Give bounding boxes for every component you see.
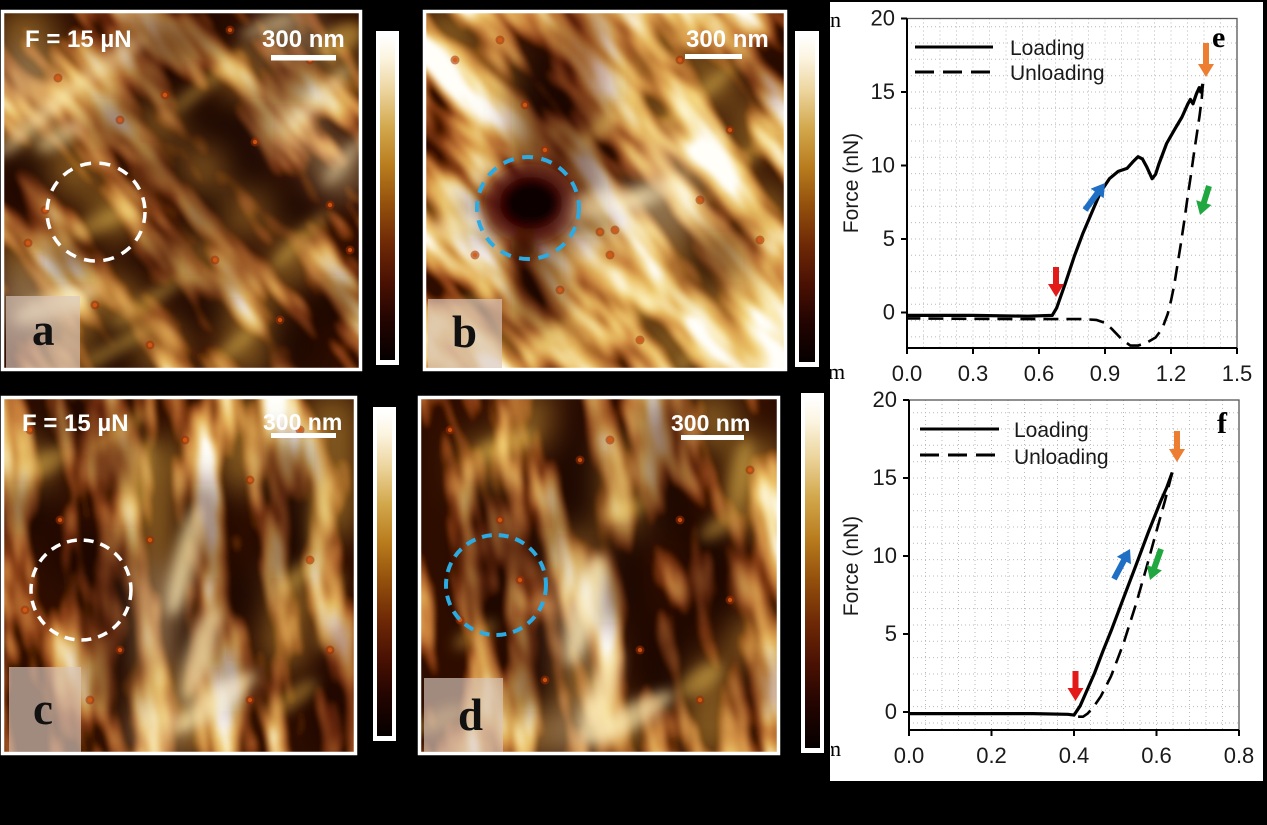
svg-text:1.2: 1.2 <box>1156 361 1187 386</box>
svg-text:5: 5 <box>885 621 897 646</box>
svg-text:0: 0 <box>885 699 897 724</box>
svg-text:0.6: 0.6 <box>1141 743 1172 768</box>
svg-text:d: d <box>458 690 483 740</box>
svg-text:20: 20 <box>873 387 897 412</box>
svg-text:300 nm: 300 nm <box>686 26 769 53</box>
svg-text:5: 5 <box>883 226 895 251</box>
svg-text:m: m <box>828 359 845 384</box>
svg-text:15: 15 <box>871 79 895 104</box>
svg-text:0.9: 0.9 <box>1090 361 1121 386</box>
svg-text:F = 15 µN: F = 15 µN <box>22 410 129 437</box>
svg-text:f: f <box>1217 407 1228 440</box>
svg-text:300 nm: 300 nm <box>671 410 750 436</box>
svg-text:Force (nN): Force (nN) <box>840 133 863 233</box>
svg-text:0.0: 0.0 <box>894 743 925 768</box>
svg-text:a: a <box>32 305 55 355</box>
svg-text:0.3: 0.3 <box>958 361 989 386</box>
svg-text:10: 10 <box>871 153 895 178</box>
svg-text:Loading: Loading <box>1010 37 1085 60</box>
svg-text:Loading: Loading <box>1014 419 1089 442</box>
svg-text:0.4: 0.4 <box>1059 743 1090 768</box>
svg-text:n: n <box>830 7 841 32</box>
svg-text:0: 0 <box>883 300 895 325</box>
svg-text:Force (nN): Force (nN) <box>840 516 863 616</box>
svg-text:300 nm: 300 nm <box>262 26 345 53</box>
svg-text:0.2: 0.2 <box>976 743 1007 768</box>
svg-text:F = 15 µN: F = 15 µN <box>25 26 132 53</box>
svg-text:0.6: 0.6 <box>1024 361 1055 386</box>
svg-text:0.8: 0.8 <box>1224 743 1255 768</box>
svg-text:1.5: 1.5 <box>1222 361 1253 386</box>
svg-text:m: m <box>824 736 841 761</box>
svg-text:10: 10 <box>873 543 897 568</box>
svg-text:e: e <box>1212 21 1225 54</box>
svg-text:20: 20 <box>871 6 895 31</box>
svg-text:b: b <box>452 307 477 357</box>
svg-text:Unloading: Unloading <box>1014 446 1109 469</box>
svg-text:0.0: 0.0 <box>892 361 923 386</box>
svg-text:15: 15 <box>873 465 897 490</box>
svg-text:c: c <box>33 684 53 734</box>
svg-text:300 nm: 300 nm <box>263 409 342 435</box>
svg-text:Unloading: Unloading <box>1010 62 1105 85</box>
